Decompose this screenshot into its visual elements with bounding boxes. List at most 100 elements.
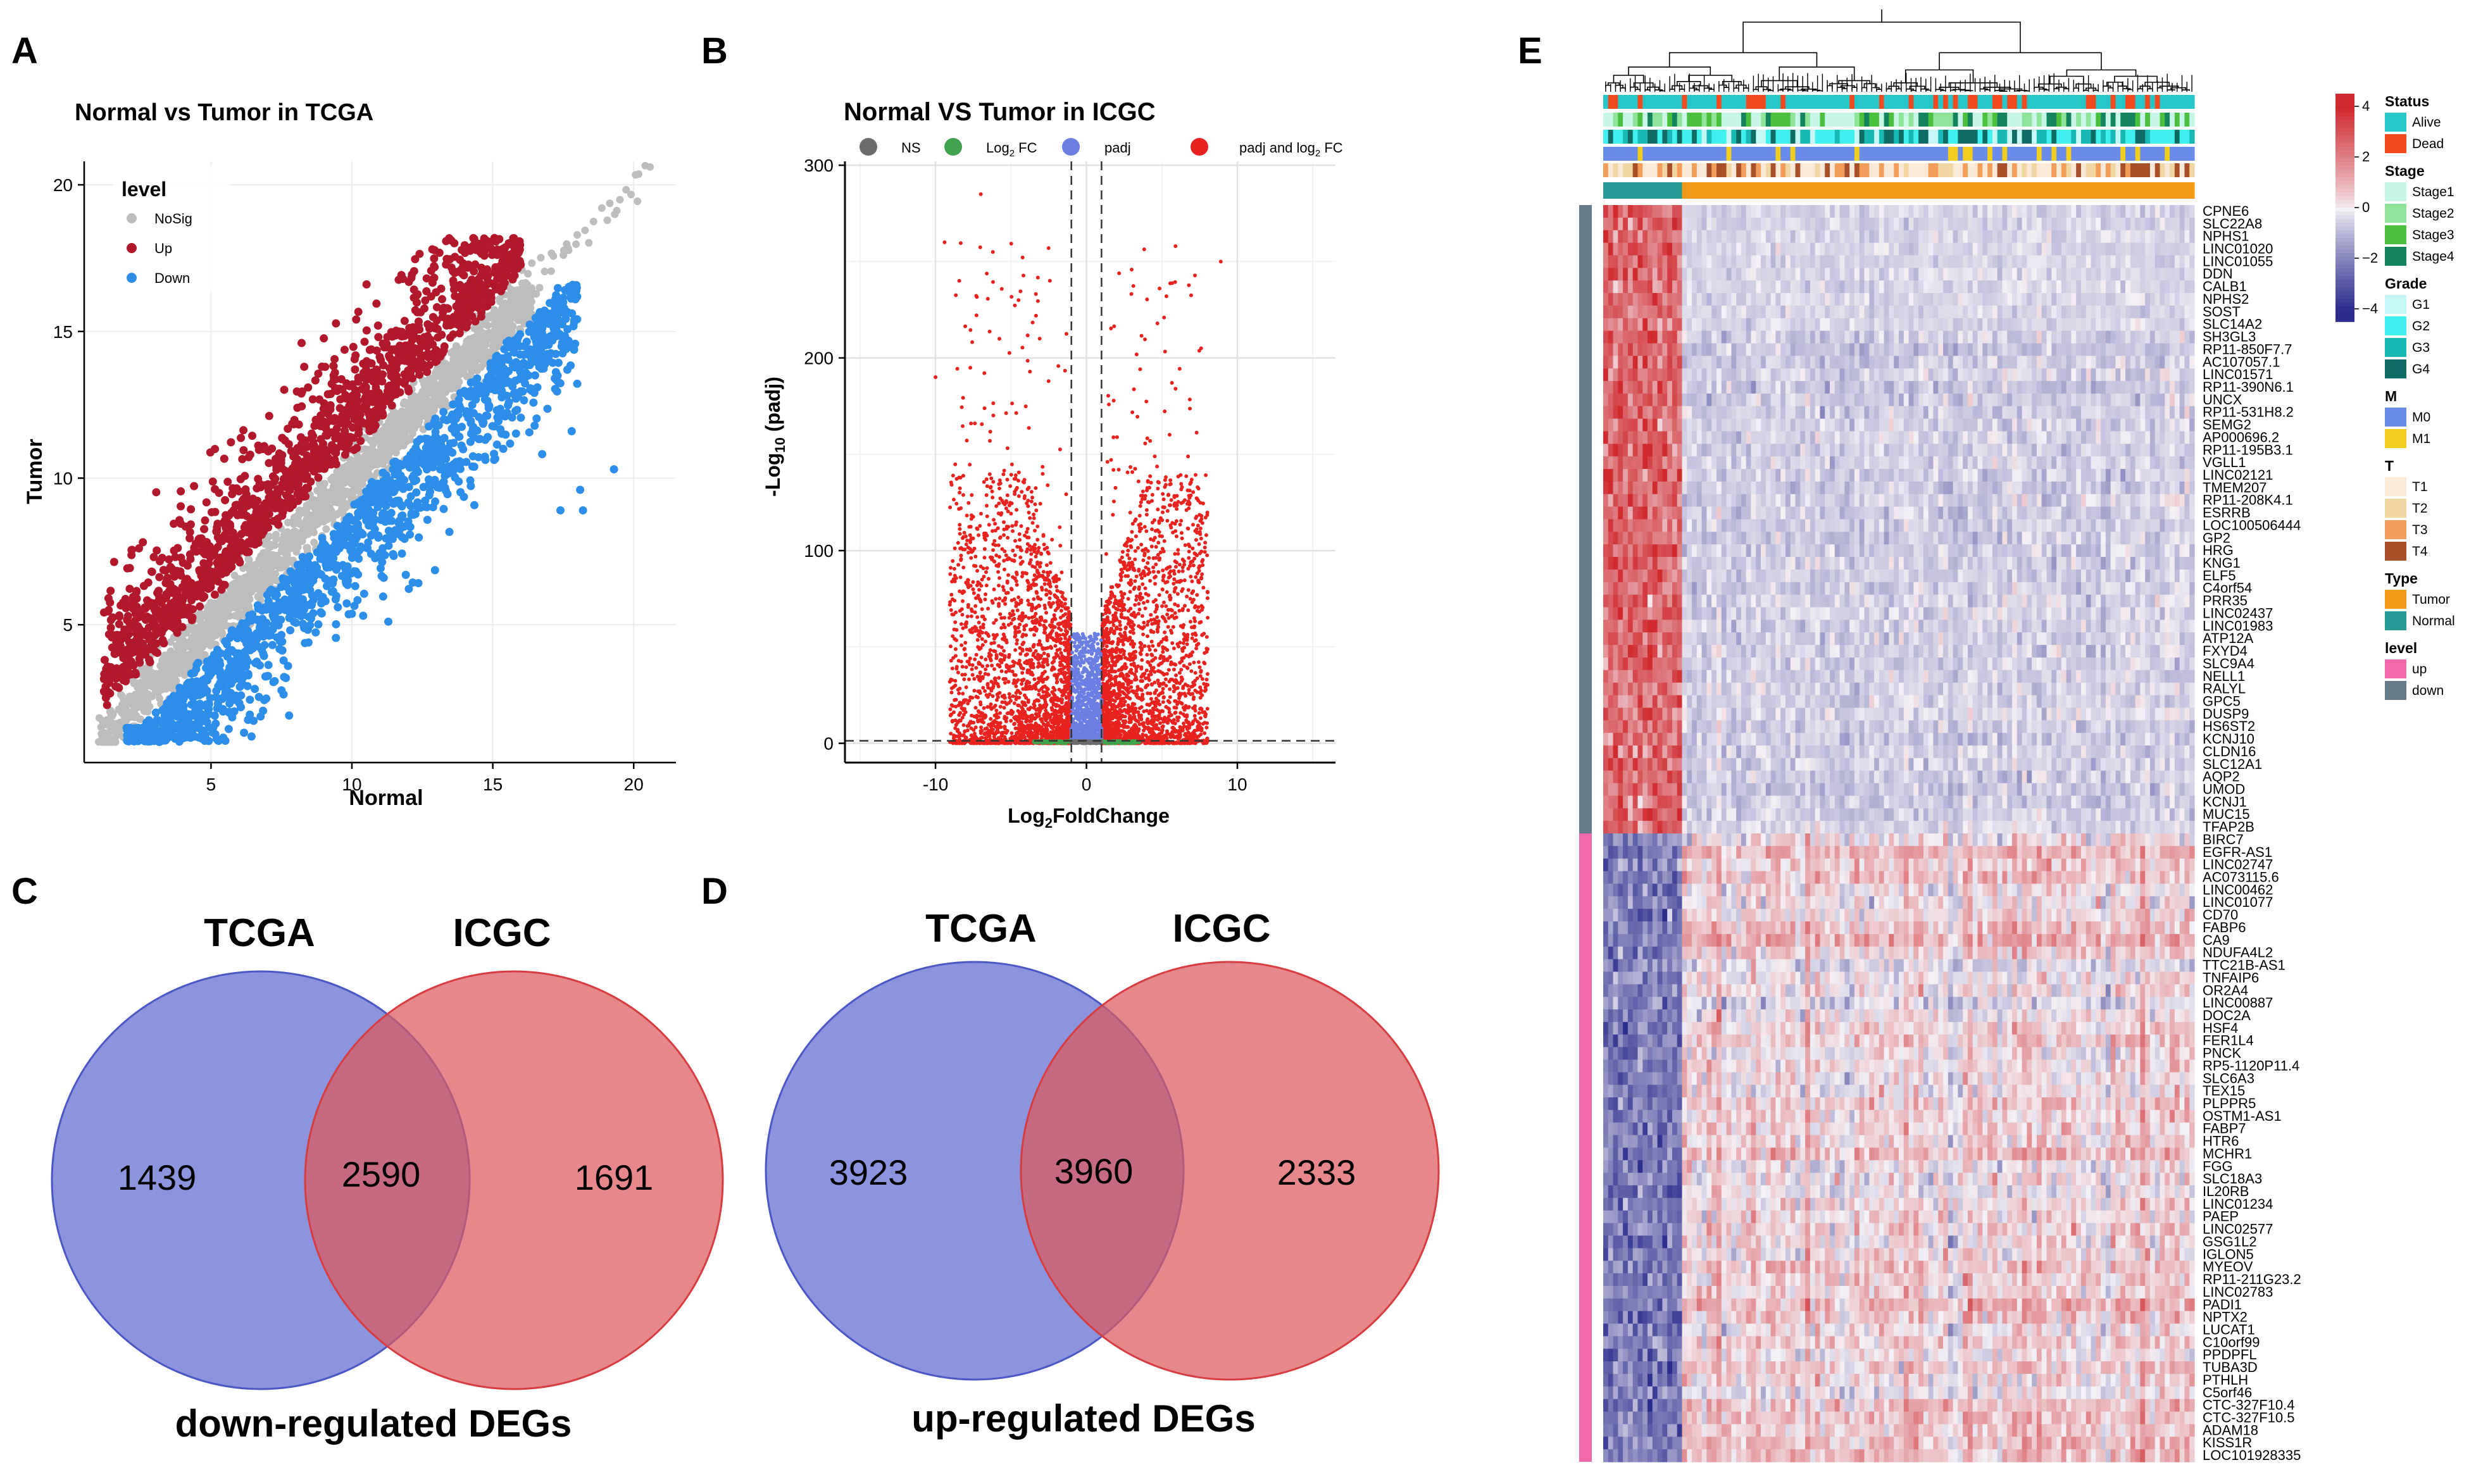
panel-a-point-up — [297, 339, 306, 347]
panel-a-point-up — [345, 401, 354, 410]
panel-a-point-nosig — [606, 199, 614, 208]
panel-a-point-up — [158, 635, 167, 644]
panel-a-point-down — [490, 422, 499, 431]
panel-a-point-up — [161, 578, 170, 587]
panel-a-point-up — [404, 384, 413, 393]
panel-a-point-up — [172, 593, 181, 602]
panel-a-point-down — [415, 533, 423, 542]
panel-a-point-down — [285, 711, 294, 720]
panel-a-point-up — [325, 416, 334, 425]
panel-a-point-up — [237, 433, 246, 442]
panel-a-point-up — [120, 664, 129, 673]
panel-a-y-tick-label: 15 — [53, 322, 73, 342]
panel-a-point-down — [384, 617, 393, 626]
panel-a-point-up — [421, 296, 430, 305]
panel-a-point-down — [275, 644, 284, 653]
panel-a-point-down — [350, 601, 359, 610]
panel-a-point-nosig — [470, 324, 478, 332]
panel-a-point-down — [330, 533, 339, 542]
panel-a-point-nosig — [342, 466, 351, 475]
panel-a-point-up — [147, 599, 156, 608]
panel-a-point-down — [537, 342, 546, 351]
panel-a-point-down — [447, 424, 456, 433]
panel-a-point-nosig — [392, 449, 400, 457]
panel-a-point-down — [491, 385, 499, 394]
panel-a-point-down — [268, 640, 277, 649]
panel-a-point-up — [213, 520, 222, 528]
panel-a-point-nosig — [184, 655, 192, 663]
panel-a-point-up — [388, 332, 397, 341]
panel-a-point-down — [396, 471, 405, 480]
panel-a-points — [94, 161, 654, 747]
panel-a-point-up — [437, 284, 446, 293]
panel-label-e: E — [1518, 30, 1542, 72]
panel-a-point-up — [180, 591, 189, 600]
panel-a-point-up — [350, 355, 359, 364]
panel-a-point-down — [573, 315, 582, 324]
panel-a-point-nosig — [434, 384, 442, 392]
panel-a-point-nosig — [281, 542, 289, 550]
panel-a-point-up — [360, 337, 369, 346]
panel-a-point-nosig — [196, 617, 204, 625]
panel-a-point-nosig — [526, 284, 534, 292]
panel-a-point-up — [131, 644, 140, 652]
panel-a-point-down — [170, 697, 178, 706]
panel-a-point-nosig — [104, 738, 112, 746]
panel-a-point-up — [410, 266, 418, 275]
panel-a-point-up — [149, 639, 158, 647]
panel-a-point-down — [328, 579, 337, 588]
panel-a-point-down — [454, 432, 463, 441]
panel-a-point-down — [247, 732, 256, 741]
panel-a-point-up — [160, 609, 169, 618]
panel-a-point-up — [410, 344, 419, 352]
panel-a-point-down — [359, 611, 368, 620]
panel-a-point-up — [256, 483, 265, 492]
panel-a-point-up — [158, 554, 166, 563]
panel-a-point-down — [516, 413, 525, 422]
panel-a-point-down — [445, 528, 454, 537]
panel-a-point-up — [133, 636, 142, 645]
panel-a-point-nosig — [310, 517, 318, 525]
panel-a-point-down — [466, 386, 475, 395]
panel-a-point-up — [212, 527, 221, 536]
panel-a-point-down — [481, 456, 490, 465]
panel-a-point-up — [291, 482, 299, 490]
panel-a-point-down — [261, 672, 270, 681]
panel-a-point-up — [327, 380, 336, 389]
panel-a-point-nosig — [244, 555, 253, 563]
panel-a-point-nosig — [103, 716, 111, 724]
panel-a-point-up — [206, 547, 215, 556]
panel-a-point-down — [126, 734, 135, 743]
panel-a-point-down — [388, 535, 397, 544]
panel-a-point-nosig — [418, 403, 427, 411]
panel-a-point-down — [282, 582, 291, 591]
panel-a-point-up — [125, 619, 134, 628]
panel-a-point-down — [179, 691, 188, 700]
panel-a-point-nosig — [491, 316, 499, 325]
panel-a-point-up — [508, 253, 517, 261]
panel-a-point-up — [206, 448, 215, 457]
panel-a-point-up — [387, 401, 396, 410]
panel-a-point-down — [532, 414, 541, 423]
panel-a-point-down — [383, 511, 392, 520]
panel-a-point-up — [490, 234, 499, 242]
panel-a-point-up — [115, 683, 123, 692]
panel-a-point-up — [477, 240, 485, 249]
panel-a-point-nosig — [415, 420, 423, 428]
panel-a-point-up — [103, 701, 111, 709]
panel-a-point-up — [232, 501, 241, 509]
panel-a-point-down — [374, 533, 383, 542]
panel-a-point-up — [301, 441, 310, 450]
panel-a-point-down — [305, 563, 314, 572]
panel-a-point-nosig — [496, 322, 504, 330]
panel-a-point-down — [441, 450, 449, 459]
panel-a-point-nosig — [104, 729, 113, 737]
panel-a-point-up — [185, 550, 194, 559]
panel-a-point-down — [376, 564, 385, 573]
panel-a-point-down — [305, 552, 314, 561]
panel-a-point-up — [265, 411, 273, 420]
panel-a-point-down — [321, 597, 330, 606]
panel-a-point-up — [227, 563, 236, 571]
panel-a-point-up — [282, 491, 291, 500]
panel-a-point-down — [576, 485, 585, 494]
